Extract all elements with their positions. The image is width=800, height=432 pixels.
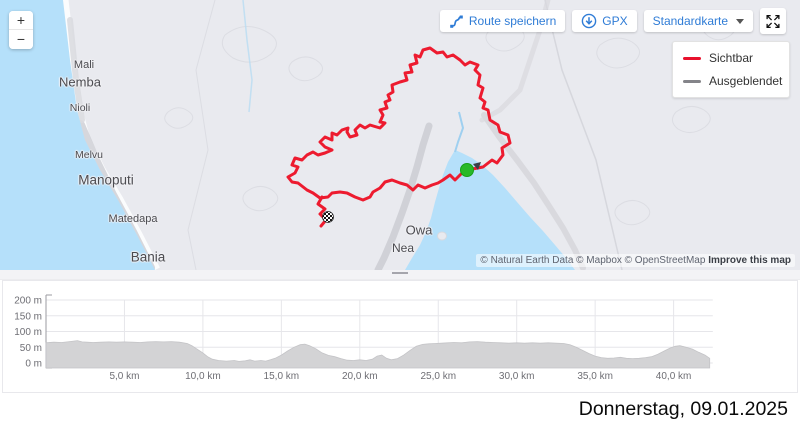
- svg-text:30,0 km: 30,0 km: [499, 371, 535, 382]
- lake-east-ridge: [481, 112, 586, 270]
- legend-item-hidden: Ausgeblendet: [683, 74, 783, 88]
- river-north: [242, 0, 253, 113]
- svg-text:15,0 km: 15,0 km: [264, 371, 300, 382]
- route-icon: [450, 15, 463, 28]
- elevation-chart: 200 m 150 m 100 m 50 m 0 m 5,0 km 10,0 km 15,0 …: [14, 294, 713, 383]
- svg-text:35,0 km: 35,0 km: [577, 371, 613, 382]
- download-icon: [581, 13, 597, 29]
- map-style-dropdown[interactable]: Standardkarte: [643, 10, 753, 32]
- visible-line-swatch: [683, 56, 701, 60]
- lake: [405, 150, 575, 270]
- svg-text:100 m: 100 m: [14, 327, 42, 338]
- chart-labels: 200 m 150 m 100 m 50 m 0 m 5,0 km 10,0 km 15,0 …: [14, 296, 691, 383]
- map-attribution: © Natural Earth Data © Mapbox © OpenStre…: [476, 254, 795, 267]
- map-canvas[interactable]: [0, 0, 800, 270]
- elevation-panel: [2, 280, 798, 393]
- svg-text:200 m: 200 m: [14, 296, 42, 307]
- route-legend: Sichtbar Ausgeblendet: [672, 41, 790, 98]
- elevation-area: [45, 340, 711, 369]
- route-path: [286, 46, 512, 202]
- chevron-down-icon: [736, 18, 744, 24]
- svg-text:10,0 km: 10,0 km: [185, 371, 221, 382]
- svg-text:40,0 km: 40,0 km: [656, 371, 692, 382]
- lake-west-ridge: [374, 122, 433, 270]
- legend-visible-label: Sichtbar: [709, 51, 754, 65]
- map-toolbar: Route speichern GPX Standardkarte: [439, 8, 786, 34]
- map-label: Nemba: [59, 74, 101, 90]
- zoom-control: + −: [9, 11, 33, 49]
- hidden-line-swatch: [683, 79, 701, 83]
- ocean: [0, 0, 155, 270]
- map-label: Nioli: [69, 102, 91, 114]
- svg-text:150 m: 150 m: [14, 311, 42, 322]
- start-marker: [460, 163, 474, 177]
- coastal-ridge-north: [67, 17, 85, 123]
- map-label: Owa: [405, 222, 433, 238]
- map-label: Mali: [73, 59, 95, 71]
- svg-text:25,0 km: 25,0 km: [420, 371, 456, 382]
- finish-flag-marker: [322, 211, 334, 223]
- date-label: Donnerstag, 09.01.2025: [578, 398, 788, 420]
- map-label: Manoputi: [78, 172, 134, 188]
- map[interactable]: Mali Nemba Nioli Melvu Manoputi Matedapa Bania…: [0, 0, 800, 270]
- direction-arrow-icon: [473, 162, 481, 170]
- map-label: Melvu: [74, 149, 104, 161]
- svg-text:0 m: 0 m: [25, 359, 42, 370]
- gpx-label: GPX: [602, 14, 628, 28]
- map-style-label: Standardkarte: [652, 14, 728, 28]
- map-label: Nea: [391, 241, 415, 255]
- terrain-contours: [164, 0, 736, 270]
- map-label: Bania: [130, 249, 166, 265]
- improve-map-link[interactable]: Improve this map: [708, 255, 791, 266]
- zoom-in-button[interactable]: +: [9, 11, 33, 30]
- attribution-text: © Natural Earth Data © Mapbox © OpenStre…: [480, 255, 709, 266]
- map-label: Matedapa: [108, 213, 158, 225]
- fullscreen-button[interactable]: [760, 8, 786, 34]
- svg-text:5,0 km: 5,0 km: [109, 371, 139, 382]
- legend-hidden-label: Ausgeblendet: [709, 74, 783, 88]
- expand-icon: [766, 14, 780, 28]
- island: [437, 231, 447, 241]
- save-route-label: Route speichern: [468, 14, 557, 28]
- zoom-out-button[interactable]: −: [9, 30, 33, 49]
- save-route-button[interactable]: Route speichern: [439, 10, 566, 32]
- gpx-download-button[interactable]: GPX: [572, 10, 637, 32]
- svg-text:20,0 km: 20,0 km: [342, 371, 378, 382]
- river: [454, 111, 465, 153]
- legend-item-visible: Sichtbar: [683, 51, 779, 65]
- svg-text:50 m: 50 m: [20, 343, 42, 354]
